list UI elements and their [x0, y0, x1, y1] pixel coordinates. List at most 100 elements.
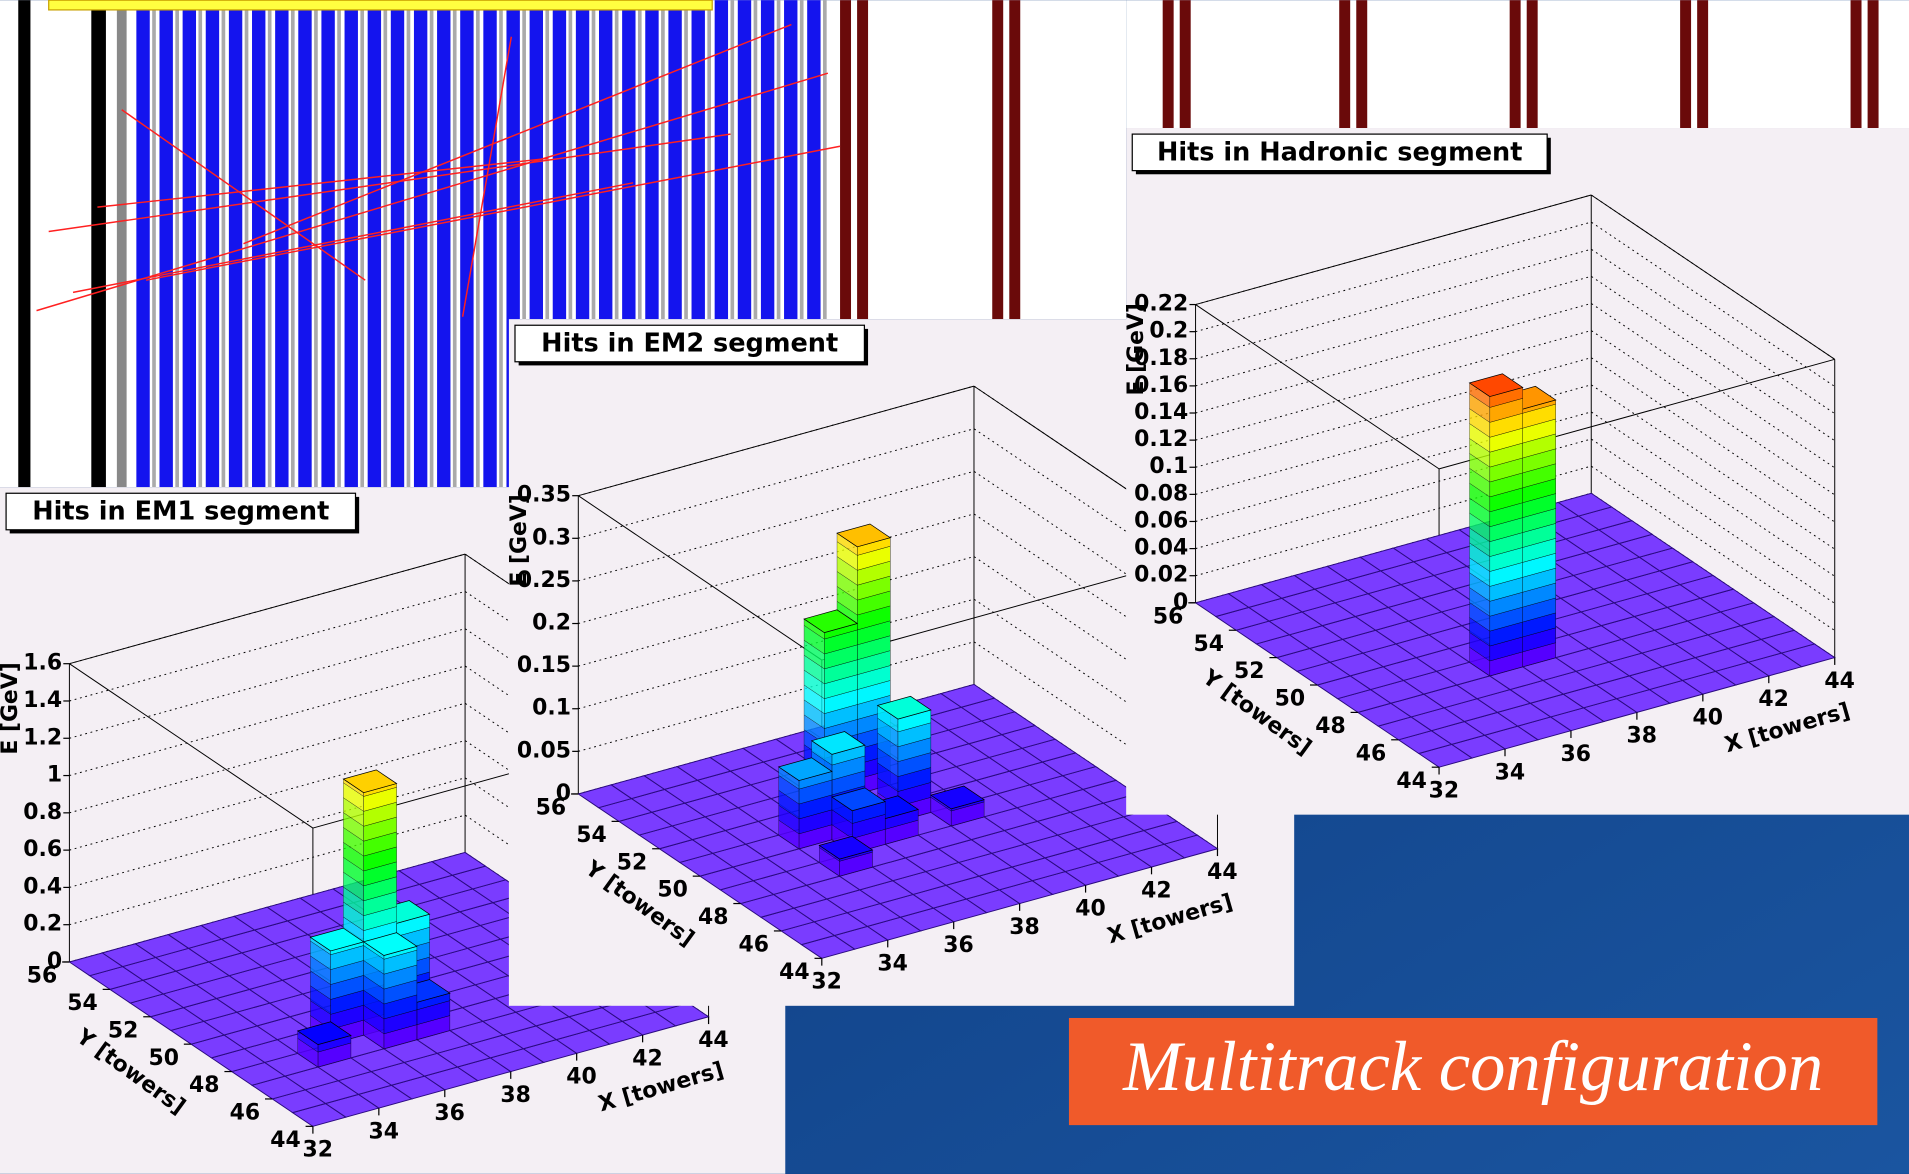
stripe [598, 0, 613, 320]
stripe [159, 0, 173, 488]
stripe [413, 0, 428, 488]
y-tick-label: 52 [108, 1018, 139, 1043]
detector-image [0, 0, 1909, 488]
x-tick-label: 32 [811, 970, 841, 995]
tower-top [1468, 373, 1524, 397]
stripe [429, 0, 434, 488]
y-tick-label: 46 [230, 1101, 261, 1126]
z-tick-label: 0.18 [1134, 346, 1188, 371]
tower-top [342, 769, 398, 794]
stripe [992, 0, 1004, 320]
x-tick-label: 34 [877, 951, 907, 976]
highlight-bar [48, 0, 713, 11]
z-tick-label: 0 [47, 949, 62, 974]
track [461, 36, 513, 317]
stripe [228, 0, 243, 488]
z-tick-label: 0.12 [1134, 427, 1188, 452]
track [36, 72, 829, 312]
stripe [390, 0, 405, 488]
y-tick-label: 48 [1315, 714, 1346, 739]
stripe [406, 0, 411, 488]
x-tick-label: 44 [1824, 669, 1854, 694]
stripe [1509, 0, 1521, 129]
stripe [221, 0, 226, 488]
lego-panel: 00.020.04 0.060.080.10.120.140.160.180.20… [1124, 128, 1909, 815]
y-tick-label: 54 [576, 823, 607, 848]
panels: 0 0.2 0.4 0.6 0.8 1 1.2 1.4 1.6 32 34 36 38 40 42 44 44 4… [0, 128, 1909, 1174]
z-tick-label: 1.2 [23, 725, 62, 750]
panel-title: Hits in Hadronic segment [1157, 138, 1523, 168]
tower-top [803, 609, 859, 634]
stripe [691, 0, 705, 320]
y-tick-label: 44 [1396, 769, 1427, 794]
stripe [205, 0, 220, 488]
floor-cell [430, 851, 487, 876]
stripe [182, 0, 197, 488]
y-tick-label: 50 [1275, 687, 1306, 712]
box-edge [1195, 304, 1440, 470]
tower-top [836, 523, 892, 548]
stripe [591, 0, 596, 320]
z-tick-label: 0.15 [517, 653, 571, 678]
stripe [807, 0, 821, 320]
floor-cell [1557, 492, 1613, 517]
z-tick-label: 0.35 [517, 483, 571, 508]
stripe [684, 0, 688, 320]
x-tick-label: 32 [303, 1138, 333, 1163]
z-tick-label: 0.1 [532, 696, 571, 721]
track [72, 182, 634, 294]
stripe [1162, 0, 1174, 129]
stripe [552, 0, 567, 320]
z-tick-label: 0.2 [1149, 319, 1188, 344]
tower-top [929, 785, 985, 810]
stripe [1850, 0, 1862, 129]
stripe [661, 0, 665, 320]
tower [1468, 373, 1524, 677]
stripe [152, 0, 156, 488]
z-tick-label: 0.08 [1134, 481, 1188, 506]
tower [818, 835, 874, 877]
z-tick-label: 0.16 [1134, 373, 1188, 398]
track [97, 157, 548, 208]
y-tick-label: 48 [698, 905, 729, 930]
stripe [360, 0, 365, 488]
stripe [298, 0, 312, 488]
stripe [344, 0, 358, 488]
y-tick-label: 44 [270, 1128, 301, 1153]
z-tick-label: 0.05 [517, 738, 571, 763]
z-tick-label: 0.3 [532, 525, 571, 550]
stripe [314, 0, 318, 488]
x-tick-label: 40 [1075, 897, 1106, 922]
z-axis-label: E [GeV] [0, 662, 23, 754]
stripe [198, 0, 203, 488]
x-tick-label: 42 [1758, 687, 1789, 712]
z-tick-label: 0.8 [23, 800, 62, 825]
z-tick-label: 0.06 [1134, 508, 1188, 533]
box-edge [1590, 194, 1836, 360]
stripe [637, 0, 642, 320]
x-tick-label: 44 [1207, 860, 1238, 885]
x-tick-label: 38 [500, 1083, 531, 1108]
z-tick-label: 0.4 [23, 874, 62, 899]
x-tick-label: 38 [1627, 724, 1657, 749]
track [48, 133, 731, 233]
stripe [476, 0, 480, 488]
stripe [383, 0, 388, 488]
stripe [437, 0, 451, 488]
floor-cell [939, 683, 996, 708]
lego-panel: 0 0.05 0.1 0.15 0.2 0.25 0.3 0.35 32 34 36 38 40 42 44… [507, 319, 1295, 1006]
x-tick-label: 36 [1561, 742, 1592, 767]
stripe [367, 0, 382, 488]
z-tick-label: 0.25 [517, 568, 571, 593]
z-tick-label: 0.2 [23, 912, 62, 937]
panel-title: Hits in EM2 segment [541, 329, 838, 359]
stripe [1680, 0, 1692, 129]
caption-box [1068, 1017, 1878, 1126]
y-tick-label: 44 [779, 960, 810, 985]
z-tick-label: 0 [1173, 590, 1188, 615]
x-tick-label: 34 [1495, 760, 1526, 785]
z-tick-label: 0.02 [1134, 563, 1188, 588]
stripe [116, 0, 127, 488]
x-tick-label: 34 [368, 1119, 398, 1144]
